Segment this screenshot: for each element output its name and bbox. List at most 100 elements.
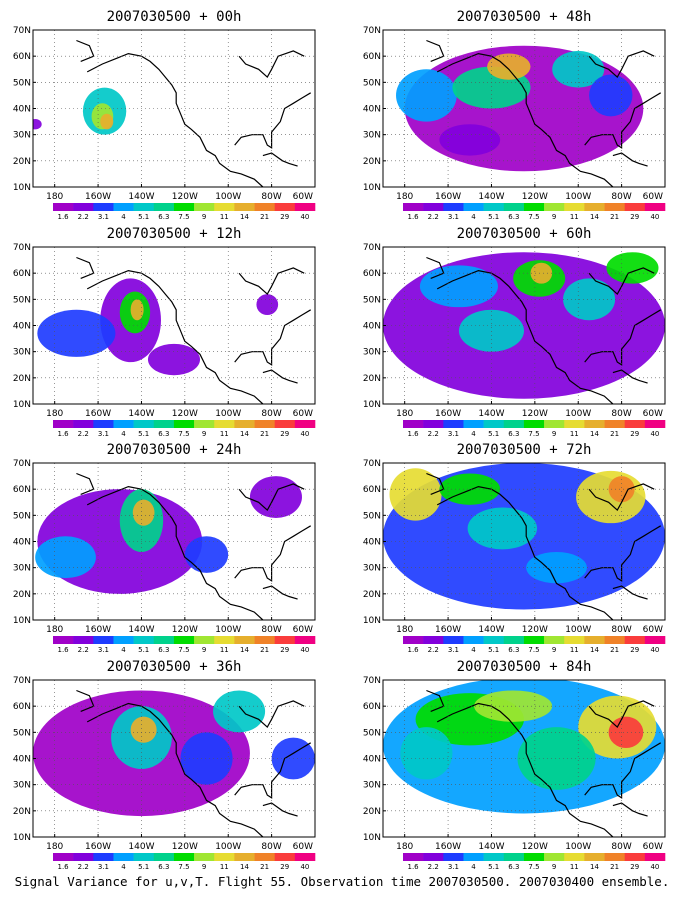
y-tick-label: 30N [13, 781, 31, 791]
colorbar-label: 4 [121, 646, 126, 654]
coastline [234, 309, 312, 366]
colorbar-swatch [153, 420, 175, 428]
colorbar-label: 2.2 [428, 863, 439, 871]
coastline [238, 483, 305, 512]
y-tick-label: 50N [363, 78, 381, 88]
colorbar-label: 7.5 [178, 646, 189, 654]
x-tick-label: 140W [128, 842, 154, 852]
colorbar-label: 21 [260, 213, 269, 221]
coastline [76, 689, 95, 712]
colorbar-swatch [133, 853, 155, 861]
variance-contour [147, 343, 201, 376]
colorbar-label: 9 [552, 430, 556, 438]
x-tick-label: 120W [522, 192, 548, 202]
colorbar-swatch [93, 420, 114, 428]
colorbar-label: 14 [240, 863, 249, 871]
coastline [436, 52, 614, 187]
colorbar-label: 11 [220, 213, 229, 221]
y-tick-label: 70N [13, 243, 31, 253]
colorbar-swatch [483, 853, 505, 861]
colorbar-swatch [214, 420, 235, 428]
x-tick-label: 140W [128, 625, 154, 635]
coastline [426, 39, 445, 62]
colorbar-label: 5.1 [488, 863, 499, 871]
y-tick-label: 20N [363, 807, 381, 817]
variance-contour [396, 69, 457, 122]
panel-2: 2007030500 + 48h 10N 20N 30N 40N 50N 60N 70N 180… [363, 9, 666, 221]
colorbar-swatch [173, 420, 195, 428]
colorbar-swatch [423, 853, 444, 861]
variance-field [33, 690, 315, 817]
colorbar-label: 3.1 [98, 430, 109, 438]
colorbar-swatch [423, 420, 444, 428]
y-tick-label: 10N [13, 833, 31, 843]
x-tick-label: 120W [172, 842, 198, 852]
colorbar-label: 21 [610, 863, 619, 871]
colorbar-swatch [93, 853, 114, 861]
colorbar-label: 9 [202, 863, 206, 871]
y-tick-label: 40N [13, 538, 31, 548]
colorbar-swatch [73, 203, 94, 211]
colorbar-label: 40 [300, 863, 309, 871]
y-tick-label: 30N [363, 348, 381, 358]
x-tick-label: 160W [85, 192, 111, 202]
colorbar-swatch [93, 636, 114, 644]
y-tick-label: 50N [363, 728, 381, 738]
x-tick-label: 160W [435, 192, 461, 202]
panel-1: 2007030500 + 00h 10N 20N 30N 40N 50N 60N 70N 180… [13, 9, 316, 221]
colorbar-swatch [584, 203, 605, 211]
colorbar-swatch [544, 853, 565, 861]
variance-contour [606, 252, 659, 284]
colorbar-swatch [523, 203, 545, 211]
y-tick-label: 10N [363, 183, 381, 193]
colorbar-swatch [113, 636, 134, 644]
colorbar-label: 40 [300, 430, 309, 438]
colorbar-swatch [53, 203, 74, 211]
x-tick-label: 160W [85, 409, 111, 419]
colorbar-label: 3.1 [98, 646, 109, 654]
colorbar-swatch [523, 636, 545, 644]
y-tick-label: 70N [363, 26, 381, 36]
variance-contour [563, 278, 616, 321]
colorbar-swatch [194, 636, 215, 644]
colorbar-label: 40 [650, 863, 659, 871]
colorbar-swatch [423, 636, 444, 644]
colorbar-label: 11 [570, 646, 579, 654]
colorbar-label: 21 [610, 646, 619, 654]
coastlines [76, 472, 312, 620]
x-tick-label: 100W [215, 842, 241, 852]
colorbar-label: 1.6 [408, 646, 420, 654]
x-tick-label: 140W [478, 625, 504, 635]
figure-caption: Signal Variance for u,v,T. Flight 55. Ob… [15, 874, 670, 889]
x-tick-label: 80W [611, 192, 631, 202]
variance-contour [249, 476, 302, 518]
y-tick-label: 30N [13, 131, 31, 141]
colorbar-label: 40 [650, 646, 659, 654]
colorbar-swatch [214, 853, 235, 861]
y-tick-label: 30N [363, 781, 381, 791]
colorbar-label: 4 [121, 430, 126, 438]
colorbar-swatch [53, 853, 74, 861]
colorbar-swatch [274, 636, 296, 644]
coastline [262, 369, 298, 384]
variance-field [383, 463, 665, 610]
colorbar-swatch [564, 420, 585, 428]
x-tick-label: 80W [261, 192, 281, 202]
colorbar-swatch [443, 853, 464, 861]
colorbar-label: 14 [240, 430, 249, 438]
colorbar-label: 3.1 [448, 863, 459, 871]
variance-contour [608, 716, 644, 749]
coastlines [76, 39, 312, 187]
x-tick-label: 80W [611, 842, 631, 852]
coastline [612, 802, 648, 817]
colorbar-swatch [274, 853, 296, 861]
colorbar-swatch [463, 636, 484, 644]
variance-field [37, 278, 279, 376]
coastline [76, 472, 95, 495]
x-tick-label: 160W [85, 842, 111, 852]
panel-title: 2007030500 + 84h [457, 659, 592, 675]
colorbar-label: 1.6 [58, 863, 70, 871]
colorbar-label: 29 [280, 646, 289, 654]
colorbar-swatch [624, 853, 646, 861]
x-tick-label: 120W [172, 409, 198, 419]
